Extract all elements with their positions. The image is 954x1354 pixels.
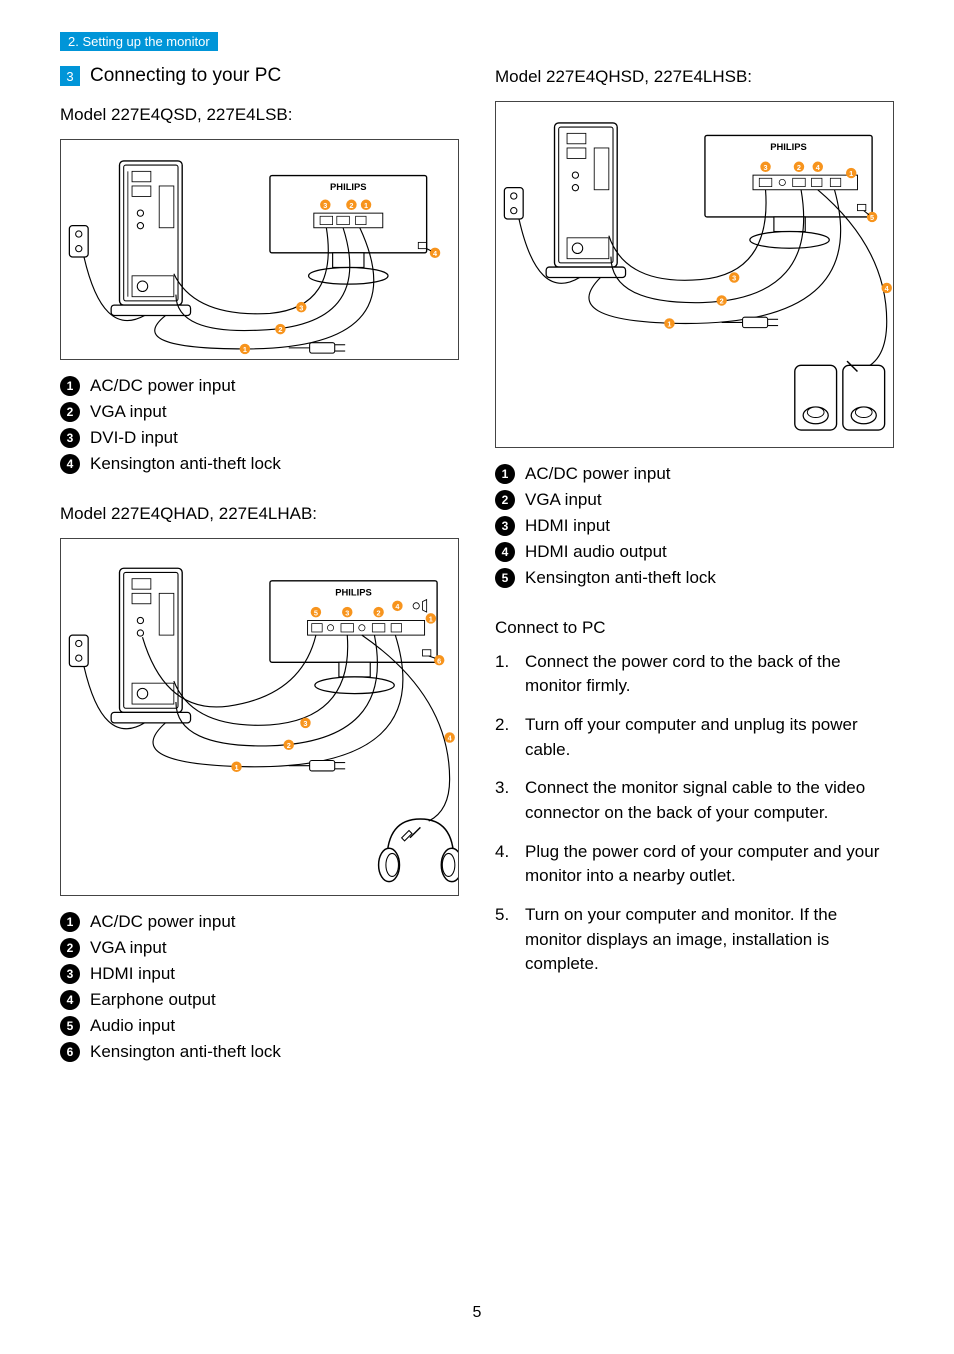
- svg-text:3: 3: [732, 274, 736, 283]
- legend-label: VGA input: [525, 490, 602, 510]
- svg-text:5: 5: [314, 609, 318, 618]
- legend-label: Kensington anti-theft lock: [90, 1042, 281, 1062]
- legend-label: Kensington anti-theft lock: [90, 454, 281, 474]
- legend-3: 1 AC/DC power input 2 VGA input 3 HDMI inpu…: [495, 464, 894, 588]
- svg-text:2: 2: [287, 741, 291, 750]
- breadcrumb: 2. Setting up the monitor: [60, 32, 218, 51]
- svg-text:2: 2: [377, 609, 381, 618]
- legend-bubble: 5: [495, 568, 515, 588]
- legend-label: Earphone output: [90, 990, 216, 1010]
- page-number: 5: [0, 1304, 954, 1322]
- svg-text:1: 1: [429, 615, 433, 624]
- step-item: Connect the monitor signal cable to the …: [495, 776, 894, 825]
- svg-text:3: 3: [299, 303, 303, 312]
- svg-text:PHILIPS: PHILIPS: [330, 181, 367, 192]
- speakers-icon: [795, 365, 885, 430]
- svg-text:3: 3: [303, 719, 307, 728]
- svg-text:5: 5: [870, 213, 874, 222]
- connection-diagram-1: PHILIPS 3 2 1 4 1: [60, 139, 459, 360]
- legend-bubble: 1: [60, 376, 80, 396]
- svg-text:3: 3: [323, 201, 327, 210]
- legend-label: Kensington anti-theft lock: [525, 568, 716, 588]
- step-item: Connect the power cord to the back of th…: [495, 650, 894, 699]
- step-title: Connecting to your PC: [90, 65, 281, 87]
- connection-diagram-3: PHILIPS 3 2 4 1 5: [495, 101, 894, 448]
- model-title-3: Model 227E4QHSD, 227E4LHSB:: [495, 67, 894, 87]
- legend-2: 1 AC/DC power input 2 VGA input 3 HDMI inpu…: [60, 912, 459, 1062]
- legend-bubble: 3: [60, 428, 80, 448]
- legend-bubble: 4: [60, 990, 80, 1010]
- legend-label: VGA input: [90, 938, 167, 958]
- legend-1: 1 AC/DC power input 2 VGA input 3 DVI-D inp…: [60, 376, 459, 474]
- step-number-badge: 3: [60, 66, 80, 86]
- svg-text:1: 1: [849, 169, 853, 178]
- legend-label: AC/DC power input: [90, 376, 236, 396]
- svg-text:2: 2: [349, 201, 353, 210]
- connection-diagram-2: PHILIPS 5 3 2 4 1 6: [60, 538, 459, 895]
- svg-text:2: 2: [278, 325, 282, 334]
- legend-label: HDMI audio output: [525, 542, 667, 562]
- legend-bubble: 2: [60, 402, 80, 422]
- model-title-2: Model 227E4QHAD, 227E4LHAB:: [60, 504, 459, 524]
- svg-text:1: 1: [243, 345, 247, 354]
- legend-bubble: 4: [60, 454, 80, 474]
- model-title-1: Model 227E4QSD, 227E4LSB:: [60, 105, 459, 125]
- headphones-icon: [379, 819, 458, 882]
- legend-bubble: 3: [60, 964, 80, 984]
- legend-label: HDMI input: [525, 516, 610, 536]
- connect-steps: Connect the power cord to the back of th…: [495, 650, 894, 977]
- svg-text:1: 1: [234, 763, 238, 772]
- step-item: Turn on your computer and monitor. If th…: [495, 903, 894, 977]
- legend-label: AC/DC power input: [90, 912, 236, 932]
- legend-bubble: 2: [495, 490, 515, 510]
- legend-bubble: 3: [495, 516, 515, 536]
- svg-text:2: 2: [720, 297, 724, 306]
- legend-label: Audio input: [90, 1016, 175, 1036]
- step-item: Plug the power cord of your computer and…: [495, 840, 894, 889]
- legend-bubble: 4: [495, 542, 515, 562]
- connect-heading: Connect to PC: [495, 618, 894, 638]
- svg-text:1: 1: [364, 201, 368, 210]
- svg-text:PHILIPS: PHILIPS: [335, 587, 372, 598]
- step-header: 3 Connecting to your PC: [60, 65, 459, 87]
- svg-text:6: 6: [437, 657, 441, 666]
- legend-label: VGA input: [90, 402, 167, 422]
- svg-text:2: 2: [797, 163, 801, 172]
- legend-label: HDMI input: [90, 964, 175, 984]
- step-item: Turn off your computer and unplug its po…: [495, 713, 894, 762]
- legend-bubble: 1: [60, 912, 80, 932]
- legend-bubble: 5: [60, 1016, 80, 1036]
- svg-text:PHILIPS: PHILIPS: [770, 141, 807, 152]
- legend-bubble: 1: [495, 464, 515, 484]
- legend-bubble: 2: [60, 938, 80, 958]
- legend-label: AC/DC power input: [525, 464, 671, 484]
- svg-text:3: 3: [764, 163, 768, 172]
- legend-bubble: 6: [60, 1042, 80, 1062]
- svg-text:3: 3: [345, 609, 349, 618]
- svg-text:1: 1: [667, 320, 671, 329]
- legend-label: DVI-D input: [90, 428, 178, 448]
